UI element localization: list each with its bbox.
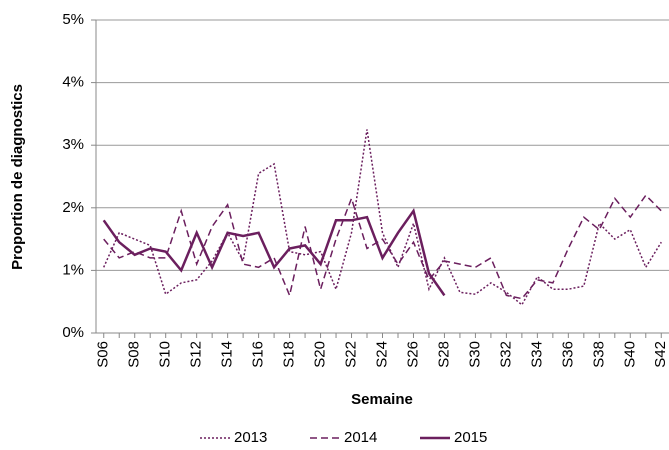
x-tick-label: S28	[435, 341, 452, 368]
y-tick-label: 2%	[62, 199, 84, 216]
y-tick-label: 1%	[62, 261, 84, 278]
x-tick-label: S20	[312, 341, 329, 368]
x-tick-label: S26	[404, 341, 421, 368]
y-tick-label: 4%	[62, 74, 84, 91]
legend-label: 2014	[344, 429, 377, 446]
x-tick-label: S38	[590, 341, 607, 368]
x-tick-label: S12	[188, 341, 205, 368]
x-tick-label: S18	[281, 341, 298, 368]
x-tick-label: S24	[373, 341, 390, 368]
x-tick-label: S40	[621, 341, 638, 368]
x-tick-label: S30	[466, 341, 483, 368]
x-tick-label: S08	[126, 341, 143, 368]
x-tick-label: S14	[219, 341, 236, 368]
x-tick-label: S32	[497, 341, 514, 368]
x-tick-label: S22	[342, 341, 359, 368]
x-tick-label: S34	[528, 341, 545, 368]
series-line	[103, 129, 662, 306]
legend-label: 2013	[234, 429, 267, 446]
legend-label: 2015	[454, 429, 487, 446]
x-tick-label: S36	[559, 341, 576, 368]
series-line	[102, 207, 446, 297]
y-axis-title: Proportion de diagnostics	[9, 84, 26, 270]
x-tick-label: S16	[250, 341, 267, 368]
y-tick-label: 3%	[62, 136, 84, 153]
x-tick-label: S06	[95, 341, 112, 368]
x-tick-label: S10	[157, 341, 174, 368]
y-tick-label: 5%	[62, 11, 84, 28]
series-line	[103, 194, 662, 300]
y-tick-label: 0%	[62, 324, 84, 341]
x-axis-title: Semaine	[351, 391, 413, 408]
x-tick-label: S42	[652, 341, 669, 368]
